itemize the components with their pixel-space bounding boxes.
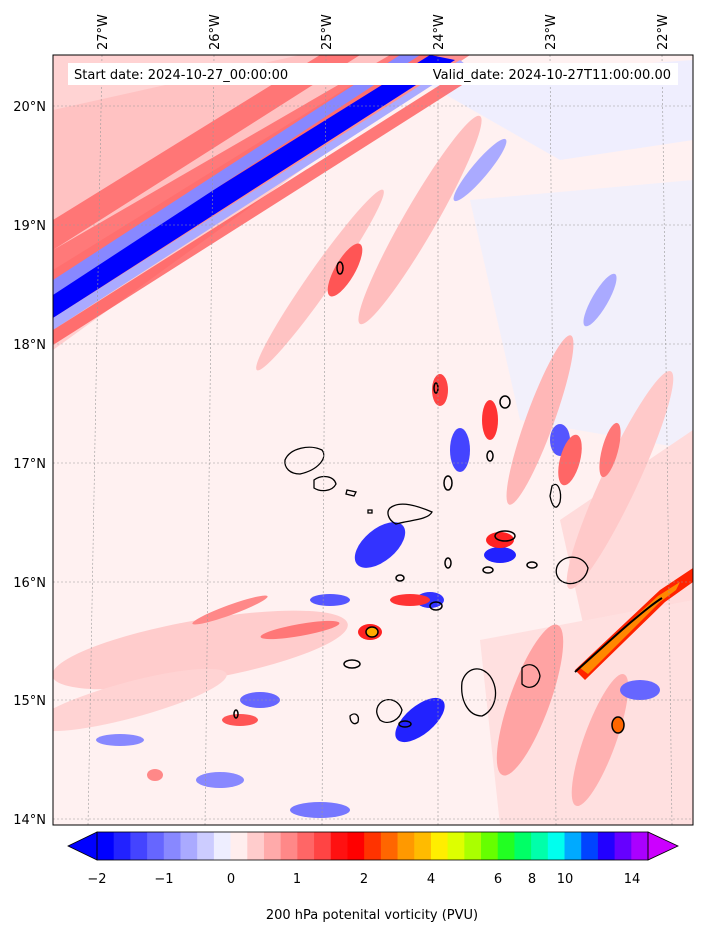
lat-label: 15°N xyxy=(13,694,46,709)
lon-label: 22°W xyxy=(656,14,671,50)
header-box xyxy=(68,63,678,85)
colorbar-tick: 1 xyxy=(293,872,301,887)
colorbar-swatch xyxy=(230,832,248,860)
map-gridlines xyxy=(53,55,693,825)
colorbar-swatch xyxy=(263,832,282,860)
lon-label: 24°W xyxy=(432,14,447,50)
latitude-labels: 20°N 19°N 18°N 17°N 16°N 15°N 14°N xyxy=(13,100,46,828)
colorbar-extend-high xyxy=(647,831,679,861)
negative-pv-patches xyxy=(96,138,660,818)
lat-label: 17°N xyxy=(13,457,46,472)
colorbar-swatch xyxy=(547,832,566,860)
colorbar-swatch xyxy=(163,832,181,860)
colorbar-label: 200 hPa potenital vorticity (PVU) xyxy=(266,908,478,923)
jet-streak-band xyxy=(53,55,470,345)
colorbar-swatch xyxy=(113,832,131,860)
colorbar-swatch xyxy=(297,832,315,860)
colorbar-swatch xyxy=(197,832,215,860)
island-santo-antao xyxy=(284,446,325,475)
colorbar-swatch xyxy=(564,832,582,860)
lon-label: 26°W xyxy=(208,14,223,50)
colorbar-frame xyxy=(96,831,649,861)
positive-pv-patches xyxy=(147,243,621,781)
colorbar-swatch xyxy=(514,832,532,860)
colorbar-swatch xyxy=(581,832,599,860)
lat-label: 14°N xyxy=(13,813,46,828)
colorbar-swatch xyxy=(397,832,415,860)
colorbar-tick: 4 xyxy=(427,872,435,887)
colorbar-swatch xyxy=(347,832,365,860)
colorbar-swatch xyxy=(247,832,265,860)
colorbar-swatch xyxy=(364,832,382,860)
colorbar-swatch xyxy=(481,832,499,860)
colorbar-swatch xyxy=(380,832,399,860)
lon-label: 27°W xyxy=(96,14,111,50)
colorbar-swatch xyxy=(97,832,115,860)
colorbar-swatch xyxy=(314,832,332,860)
colorbar-swatch xyxy=(147,832,165,860)
island-santiago xyxy=(461,668,497,717)
island-sao-vicente xyxy=(313,475,337,492)
colorbar-ticks: −2 −1 0 1 2 4 6 8 10 14 xyxy=(87,872,640,887)
colorbar-tick: 10 xyxy=(557,872,574,887)
colorbar-swatch xyxy=(130,832,148,860)
map-panel xyxy=(53,55,693,825)
colorbar-tick: 14 xyxy=(624,872,641,887)
lat-label: 19°N xyxy=(13,219,46,234)
colorbar-swatch xyxy=(631,832,649,860)
lat-label: 20°N xyxy=(13,100,46,115)
longitude-labels: 27°W 26°W 25°W 24°W 23°W 22°W xyxy=(96,14,671,50)
colorbar-tick: −1 xyxy=(154,872,173,887)
colorbar-tick: −2 xyxy=(87,872,106,887)
colorbar-swatch xyxy=(531,832,549,860)
pv-contours xyxy=(233,261,538,728)
island-maio xyxy=(521,664,541,688)
colorbar-swatch xyxy=(414,832,432,860)
island-islet xyxy=(367,509,373,514)
colorbar-swatch xyxy=(213,832,232,860)
colorbar-swatch xyxy=(330,832,348,860)
island-sal xyxy=(549,483,562,508)
colorbar-swatch xyxy=(597,832,616,860)
high-pv-filament xyxy=(365,568,693,734)
colorbar-tick: 2 xyxy=(360,872,368,887)
colorbar-swatch xyxy=(497,832,515,860)
colorbar-swatch xyxy=(430,832,449,860)
colorbar-swatch xyxy=(180,832,198,860)
island-santa-luzia xyxy=(345,489,357,497)
colorbar xyxy=(67,831,679,861)
colorbar-extend-low xyxy=(67,831,98,861)
lat-label: 16°N xyxy=(13,576,46,591)
map-frame xyxy=(52,54,694,826)
lat-label: 18°N xyxy=(13,338,46,353)
island-sao-nicolau xyxy=(387,503,433,525)
colorbar-swatch xyxy=(464,832,482,860)
island-outlines xyxy=(284,446,589,725)
colorbar-tick: 0 xyxy=(227,872,235,887)
lon-label: 25°W xyxy=(320,14,335,50)
colorbar-tick: 6 xyxy=(494,872,502,887)
lon-label: 23°W xyxy=(544,14,559,50)
start-date-label: Start date: 2024-10-27_00:00:00 xyxy=(74,68,288,83)
colorbar-swatch xyxy=(614,832,632,860)
colorbar-tick: 8 xyxy=(528,872,536,887)
island-brava xyxy=(349,713,360,725)
colorbar-swatch xyxy=(447,832,465,860)
valid-date-label: Valid_date: 2024-10-27T11:00:00.00 xyxy=(433,68,671,83)
colorbar-swatch xyxy=(280,832,298,860)
